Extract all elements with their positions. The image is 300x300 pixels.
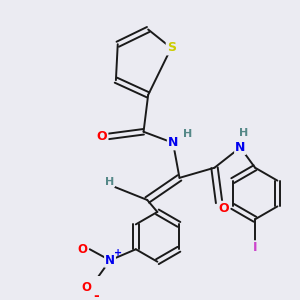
Text: -: - (93, 289, 99, 300)
Text: O: O (81, 280, 91, 293)
Text: N: N (105, 254, 115, 267)
Text: I: I (253, 242, 257, 254)
Text: +: + (114, 248, 122, 258)
Text: O: O (218, 202, 229, 215)
Text: H: H (183, 129, 192, 139)
Text: N: N (168, 136, 178, 149)
Text: H: H (239, 128, 249, 138)
Text: O: O (97, 130, 107, 143)
Text: O: O (77, 243, 87, 256)
Text: N: N (235, 141, 245, 154)
Text: H: H (105, 176, 114, 187)
Text: S: S (167, 41, 176, 54)
